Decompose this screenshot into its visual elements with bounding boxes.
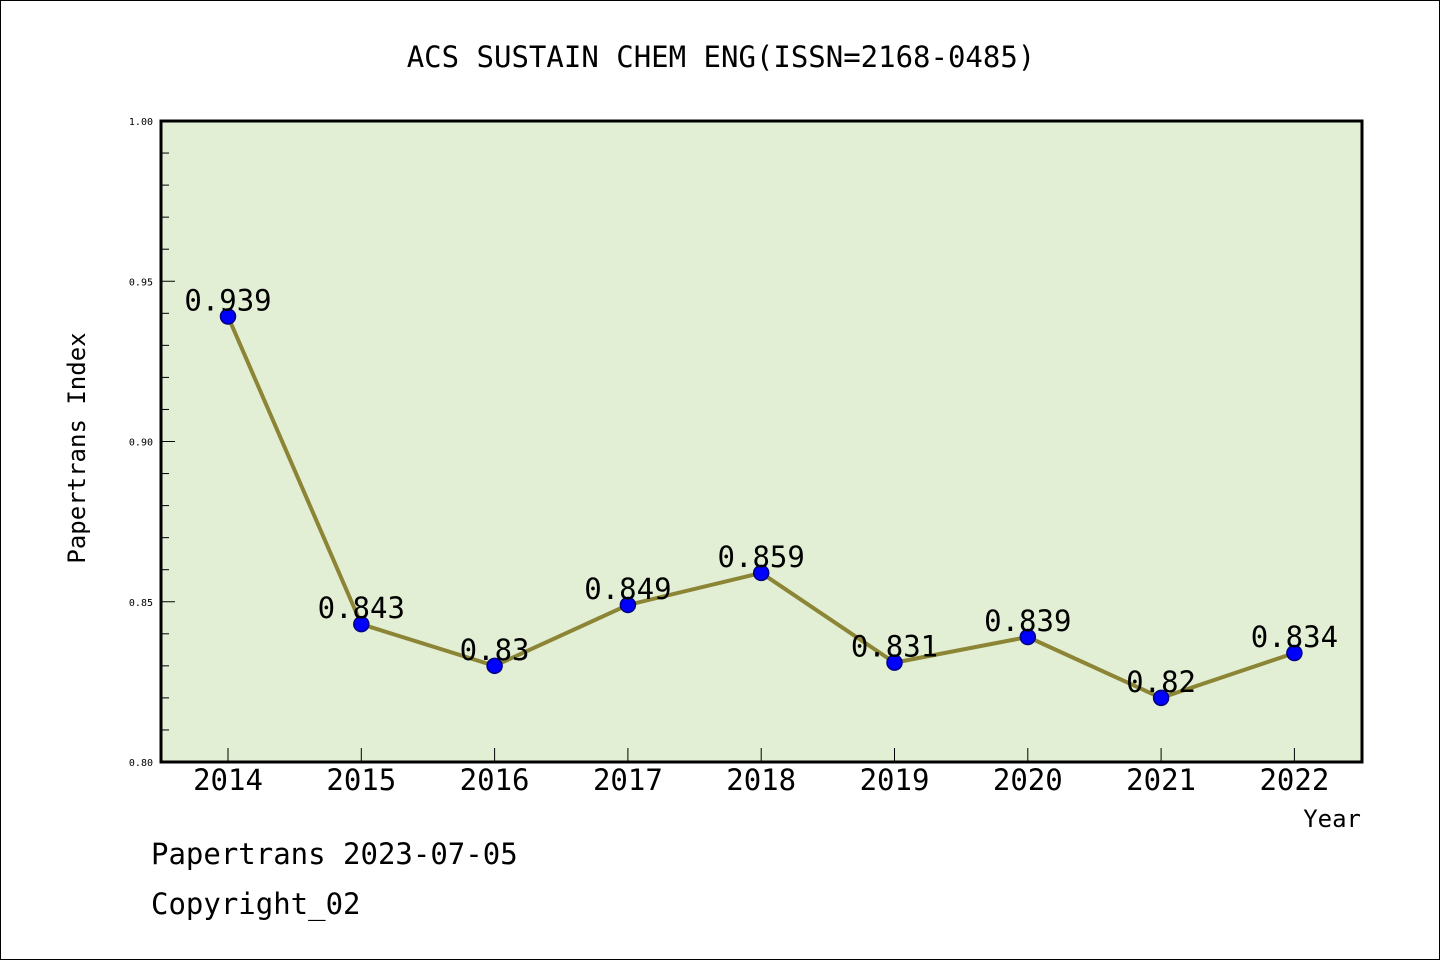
x-tick-label: 2014 <box>193 763 263 797</box>
y-tick-label: 0.95 <box>129 277 153 288</box>
data-markers <box>219 308 1303 707</box>
chart-title: ACS SUSTAIN CHEM ENG(ISSN=2168-0485) <box>407 40 1036 74</box>
x-tick-label: 2015 <box>326 763 396 797</box>
data-point-marker <box>486 657 503 675</box>
source-date-text: Papertrans 2023-07-05 <box>151 837 518 871</box>
plot-area <box>161 121 1362 762</box>
data-value-label: 0.834 <box>1251 620 1338 654</box>
y-axis-label: Papertrans Index <box>63 332 91 563</box>
data-point-marker <box>1019 628 1037 646</box>
data-value-label: 0.839 <box>984 604 1071 638</box>
data-point-marker <box>219 308 237 325</box>
plot-border <box>159 119 1364 764</box>
data-point-marker <box>752 564 770 582</box>
data-value-label: 0.849 <box>584 572 671 606</box>
x-axis-label: Year <box>1303 805 1361 833</box>
x-axis: 2014 2015 2016 2017 2018 2019 2020 2021 2022 <box>193 748 1329 797</box>
data-labels: 0.939 0.843 0.83 0.849 0.859 0.831 0.839 0.82 0.… <box>184 284 1338 699</box>
data-value-label: 0.831 <box>851 630 938 664</box>
data-value-label: 0.843 <box>318 591 405 625</box>
data-point-marker <box>1152 689 1170 707</box>
copyright-text: Copyright_02 <box>151 887 361 921</box>
x-tick-label: 2022 <box>1259 763 1329 797</box>
data-value-label: 0.859 <box>718 540 805 574</box>
data-value-label: 0.939 <box>184 284 271 318</box>
y-tick-label: 0.85 <box>129 598 153 609</box>
x-tick-label: 2021 <box>1126 763 1196 797</box>
x-tick-label: 2018 <box>726 763 796 797</box>
data-point-marker <box>619 596 637 614</box>
data-point-marker <box>1286 644 1303 662</box>
y-tick-label: 0.90 <box>129 438 153 449</box>
y-tick-label: 0.80 <box>129 758 153 769</box>
data-point-marker <box>353 615 370 633</box>
data-value-label: 0.82 <box>1126 665 1196 699</box>
data-point-marker <box>886 654 903 671</box>
x-tick-label: 2020 <box>993 763 1063 797</box>
x-tick-label: 2016 <box>460 763 530 797</box>
y-tick-label: 1.00 <box>129 117 153 128</box>
x-tick-label: 2019 <box>860 763 930 797</box>
data-value-label: 0.83 <box>460 633 530 667</box>
x-tick-label: 2017 <box>593 763 663 797</box>
